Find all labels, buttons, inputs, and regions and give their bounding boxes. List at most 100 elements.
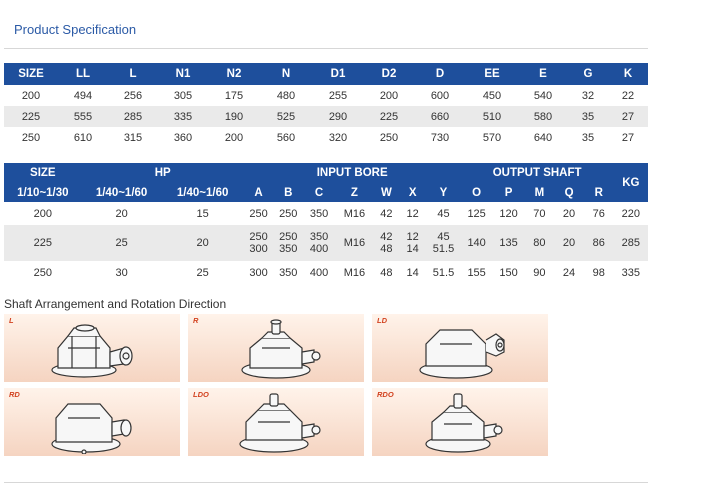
table-cell: 51.5 bbox=[432, 266, 455, 279]
table-cell: 42 48 bbox=[373, 225, 399, 261]
table-cell: 525 bbox=[260, 106, 312, 127]
title-divider bbox=[4, 48, 648, 49]
table-cell: 540 bbox=[533, 89, 553, 102]
table-cell: 350 bbox=[279, 266, 298, 279]
bottom-divider bbox=[4, 482, 648, 483]
table-cell: 300 bbox=[249, 266, 268, 279]
table-cell: 315 bbox=[123, 131, 143, 144]
performance-table-group-header: SIZE HP INPUT BORE OUTPUT SHAFT KG bbox=[4, 163, 648, 202]
col-header: N bbox=[260, 63, 312, 85]
table-cell: 15 bbox=[196, 207, 209, 220]
table-cell: 175 bbox=[224, 89, 244, 102]
table-cell: 555 bbox=[58, 106, 108, 127]
table-cell: 24 bbox=[562, 266, 576, 279]
table-cell: 125 bbox=[467, 207, 486, 220]
performance-table: SIZE HP INPUT BORE OUTPUT SHAFT KG 1/10~… bbox=[4, 163, 648, 284]
gearbox-shaft-right-icon bbox=[241, 319, 321, 379]
table-cell: 640 bbox=[533, 131, 553, 144]
gearbox-shaft-right-down-out-icon bbox=[425, 393, 503, 453]
table-cell: 350 bbox=[309, 207, 329, 220]
table-cell: 494 bbox=[73, 89, 93, 102]
table-cell: 70 bbox=[533, 207, 546, 220]
shaft-tile-label: LDO bbox=[193, 390, 209, 399]
table-cell: 255 bbox=[328, 89, 348, 102]
table-cell: 480 bbox=[276, 89, 296, 102]
table-row: 250 30 25 300 350 400 M16 48 14 51.5 155… bbox=[4, 261, 648, 284]
col-header: D1 bbox=[312, 63, 364, 85]
col-header: N1 bbox=[158, 63, 208, 85]
table-cell: 610 bbox=[73, 131, 93, 144]
group-header-kg: KG bbox=[613, 163, 648, 202]
sub-header: R bbox=[583, 183, 614, 202]
table-cell: 25 bbox=[81, 225, 162, 261]
sub-header: C bbox=[303, 183, 336, 202]
table-cell: 200 bbox=[21, 89, 41, 102]
table-cell: 140 bbox=[460, 225, 493, 261]
col-header: SIZE bbox=[4, 63, 58, 85]
table-cell: 155 bbox=[467, 266, 486, 279]
shaft-tile-rd: RD bbox=[4, 388, 180, 456]
table-cell: 600 bbox=[430, 89, 450, 102]
table-cell: 250 bbox=[33, 266, 52, 279]
performance-table-sub-header: 1/10~1/30 1/40~1/60 1/40~1/60 A B C Z W … bbox=[4, 183, 648, 202]
table-cell: 450 bbox=[482, 89, 502, 102]
gearbox-shaft-left-down-out-icon bbox=[239, 393, 321, 453]
col-header: L bbox=[108, 63, 158, 85]
table-cell: 250 bbox=[249, 207, 268, 220]
table-cell: 360 bbox=[173, 131, 193, 144]
table-cell: 27 bbox=[608, 106, 648, 127]
col-header: EE bbox=[466, 63, 518, 85]
dimension-table-header: SIZE LL L N1 N2 N D1 D2 D EE E G K bbox=[4, 63, 648, 85]
table-cell: 200 bbox=[224, 131, 244, 144]
col-header: N2 bbox=[208, 63, 260, 85]
cell-line: 42 bbox=[380, 231, 393, 243]
table-row: 225 25 20 250 300 250 350 350 400 M16 42 48 … bbox=[4, 225, 648, 261]
table-cell: 200 bbox=[379, 89, 399, 102]
table-cell: 580 bbox=[518, 106, 568, 127]
table-cell: 45 bbox=[437, 207, 450, 220]
sub-header: W bbox=[373, 183, 399, 202]
cell-line: 300 bbox=[249, 243, 268, 255]
shaft-tile-ldo: LDO bbox=[188, 388, 364, 456]
table-cell: 98 bbox=[592, 266, 605, 279]
table-cell: 400 bbox=[309, 266, 329, 279]
table-cell: 190 bbox=[208, 106, 260, 127]
table-cell: 35 bbox=[568, 106, 608, 127]
cell-line: 45 bbox=[437, 231, 450, 243]
gearbox-shaft-right-down-icon bbox=[51, 403, 132, 454]
table-cell: 25 bbox=[196, 266, 209, 279]
sub-header: Z bbox=[335, 183, 374, 202]
group-header-hp: HP bbox=[81, 163, 244, 183]
col-header: D2 bbox=[364, 63, 414, 85]
table-cell: 80 bbox=[524, 225, 555, 261]
group-header-size: SIZE bbox=[4, 163, 82, 183]
shaft-section-title: Shaft Arrangement and Rotation Direction bbox=[4, 297, 227, 311]
table-row: 200 494 256 305 175 480 255 200 600 450 … bbox=[4, 85, 648, 106]
table-cell: 225 bbox=[4, 225, 82, 261]
table-cell: 290 bbox=[312, 106, 364, 127]
table-cell: 12 bbox=[406, 207, 419, 220]
sub-header: 1/40~1/60 bbox=[81, 183, 162, 202]
table-cell: 22 bbox=[621, 89, 635, 102]
sub-header: Y bbox=[426, 183, 461, 202]
table-cell: 42 bbox=[380, 207, 393, 220]
gearbox-shaft-left-icon bbox=[51, 324, 133, 378]
page-title: Product Specification bbox=[14, 22, 137, 37]
group-header-input-bore: INPUT BORE bbox=[243, 163, 461, 183]
table-cell: 200 bbox=[33, 207, 52, 220]
table-cell: 32 bbox=[581, 89, 595, 102]
cell-line: 51.5 bbox=[432, 243, 455, 255]
table-cell: 20 bbox=[115, 207, 128, 220]
table-cell: M16 bbox=[343, 207, 366, 220]
cell-line: 350 bbox=[279, 243, 298, 255]
shaft-tile-l: L bbox=[4, 314, 180, 382]
shaft-tile-rdo: RDO bbox=[372, 388, 548, 456]
table-cell: 27 bbox=[621, 131, 635, 144]
dimension-table: SIZE LL L N1 N2 N D1 D2 D EE E G K 200 4… bbox=[4, 63, 648, 148]
table-row: 200 20 15 250 250 350 M16 42 12 45 125 1… bbox=[4, 202, 648, 225]
table-cell: 256 bbox=[123, 89, 143, 102]
table-cell: 20 bbox=[161, 225, 244, 261]
table-cell: 350 400 bbox=[303, 225, 336, 261]
table-row: 225 555 285 335 190 525 290 225 660 510 … bbox=[4, 106, 648, 127]
col-header: LL bbox=[58, 63, 108, 85]
